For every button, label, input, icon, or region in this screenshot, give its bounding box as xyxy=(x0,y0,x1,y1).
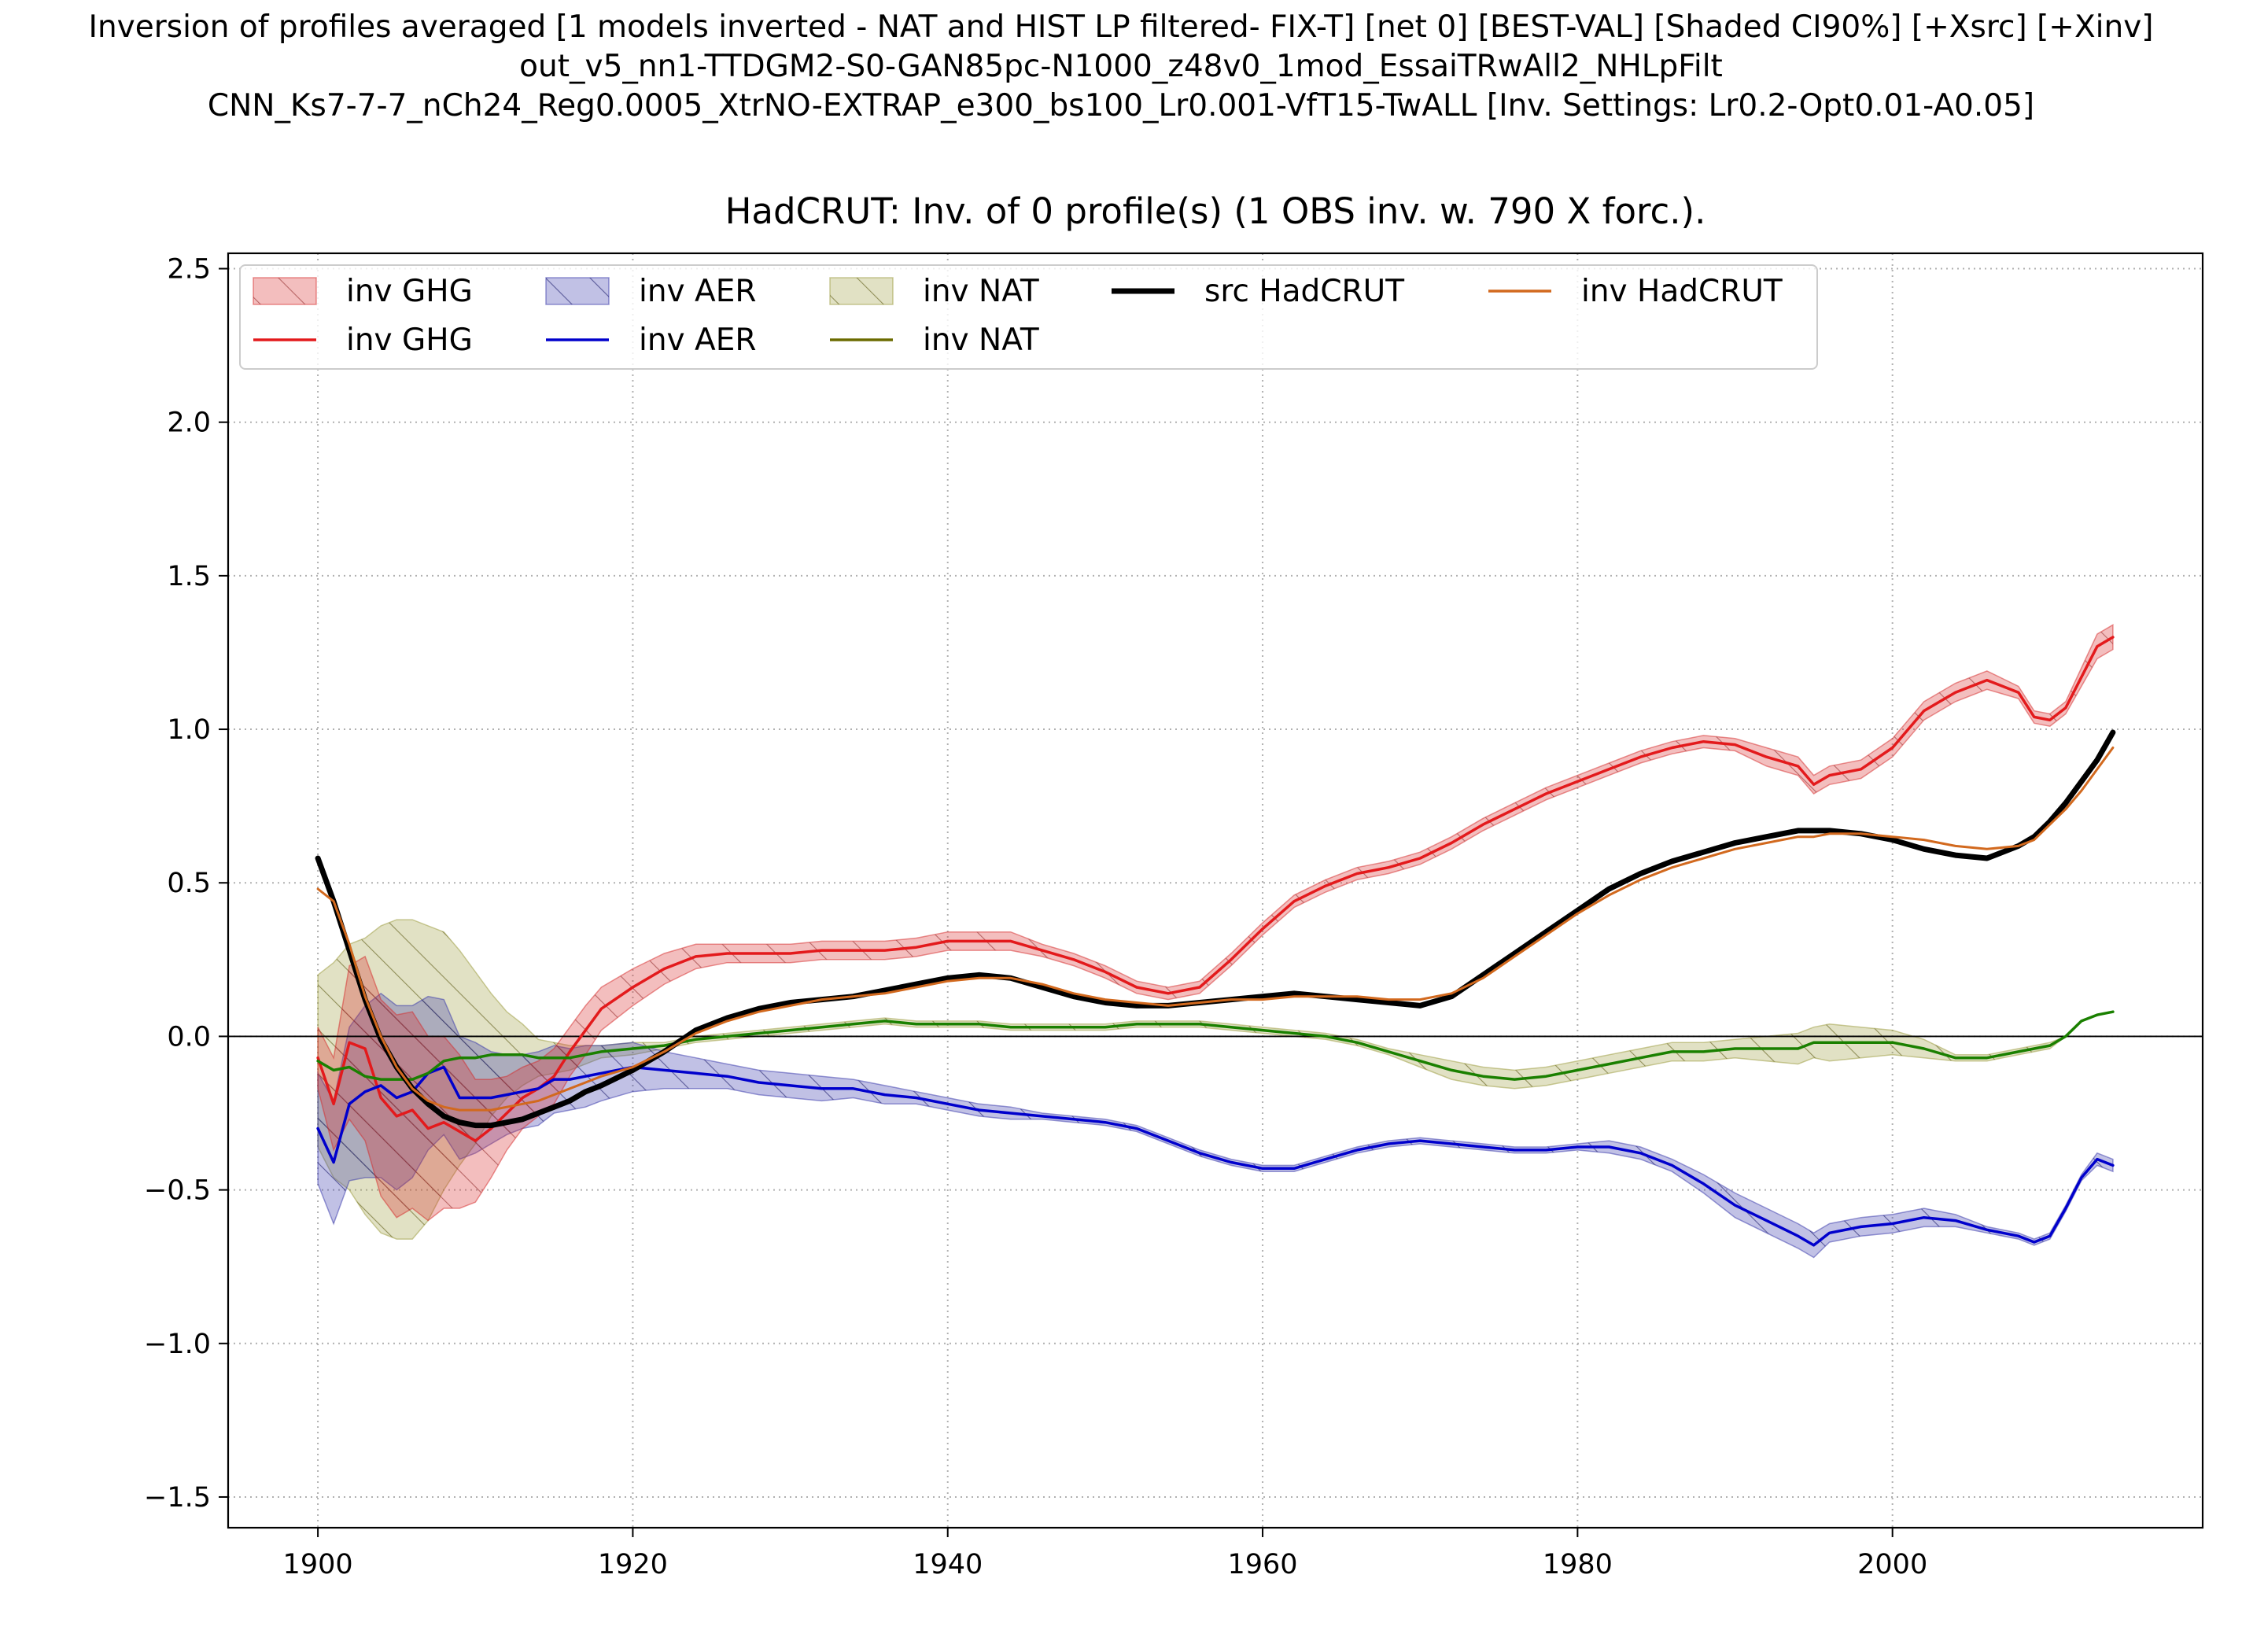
x-tick-label: 1960 xyxy=(1228,1549,1298,1580)
legend-swatch-hatch xyxy=(546,278,609,304)
legend-item-src-line[interactable]: src HadCRUT xyxy=(1112,274,1404,309)
series-lines xyxy=(315,636,2116,1247)
axes-title: HadCRUT: Inv. of 0 profile(s) (1 OBS inv… xyxy=(725,190,1706,232)
y-tick-label: −1.5 xyxy=(144,1482,211,1514)
plot-frame xyxy=(227,252,2204,1529)
legend-swatch-hatch xyxy=(830,278,893,304)
legend-item-nat-band[interactable]: inv NAT xyxy=(829,274,1039,309)
legend-label: inv HadCRUT xyxy=(1581,274,1783,309)
legend-label: inv NAT xyxy=(923,274,1039,309)
legend-label: inv NAT xyxy=(923,323,1039,358)
suptitle-line-2: out_v5_nn1-TTDGM2-S0-GAN85pc-N1000_z48v0… xyxy=(519,49,1723,84)
legend-item-nat-line[interactable]: inv NAT xyxy=(830,323,1039,358)
legend-swatch-hatch xyxy=(253,278,316,304)
x-tick-label: 1900 xyxy=(283,1549,353,1580)
x-tick-label: 2000 xyxy=(1857,1549,1927,1580)
y-tick-label: 1.5 xyxy=(167,561,211,592)
legend[interactable]: inv GHG inv GHG inv AER inv AER inv NAT inv N… xyxy=(239,264,1818,370)
suptitle-line-3: CNN_Ks7-7-7_nCh24_Reg0.0005_XtrNO-EXTRAP… xyxy=(207,88,2035,124)
band-ghg xyxy=(317,623,2114,1222)
confidence-bands xyxy=(317,623,2114,1259)
legend-item-aer-line[interactable]: inv AER xyxy=(546,323,756,358)
series-line-aer xyxy=(316,1065,2115,1247)
axis-ticks: 1900 1920 1940 1960 1980 2000 −1.5 −1.0 −0.5 0.0 0… xyxy=(144,254,1927,1580)
x-tick-label: 1920 xyxy=(598,1549,668,1580)
legend-label: inv AER xyxy=(639,323,756,358)
band-hatch-ghg xyxy=(318,625,2113,1221)
y-tick-label: 0.5 xyxy=(167,868,211,899)
x-tick-label: 1940 xyxy=(913,1549,983,1580)
y-tick-label: 2.5 xyxy=(167,254,211,286)
legend-label: inv GHG xyxy=(346,323,473,358)
y-tick-label: −1.0 xyxy=(144,1329,211,1360)
legend-item-aer-band[interactable]: inv AER xyxy=(545,274,756,309)
y-tick-label: −0.5 xyxy=(144,1175,211,1207)
legend-label: inv AER xyxy=(639,274,756,309)
legend-box xyxy=(239,264,1818,370)
suptitle-line-1: Inversion of profiles averaged [1 models… xyxy=(88,9,2154,45)
x-tick-label: 1980 xyxy=(1543,1549,1613,1580)
y-tick-label: 0.0 xyxy=(167,1021,211,1053)
series-line-inv xyxy=(316,747,2115,1112)
y-tick-label: 2.0 xyxy=(167,407,211,439)
legend-item-ghg-band[interactable]: inv GHG xyxy=(253,274,473,309)
series-line-src xyxy=(315,729,2116,1129)
legend-item-inv-line[interactable]: inv HadCRUT xyxy=(1488,274,1783,309)
y-tick-label: 1.0 xyxy=(167,714,211,746)
grid xyxy=(228,253,2203,1528)
legend-item-ghg-line[interactable]: inv GHG xyxy=(253,323,473,358)
legend-label: src HadCRUT xyxy=(1204,274,1404,309)
series-line-ghg xyxy=(316,636,2115,1142)
legend-label: inv GHG xyxy=(346,274,473,309)
series-line-nat xyxy=(316,1010,2115,1081)
